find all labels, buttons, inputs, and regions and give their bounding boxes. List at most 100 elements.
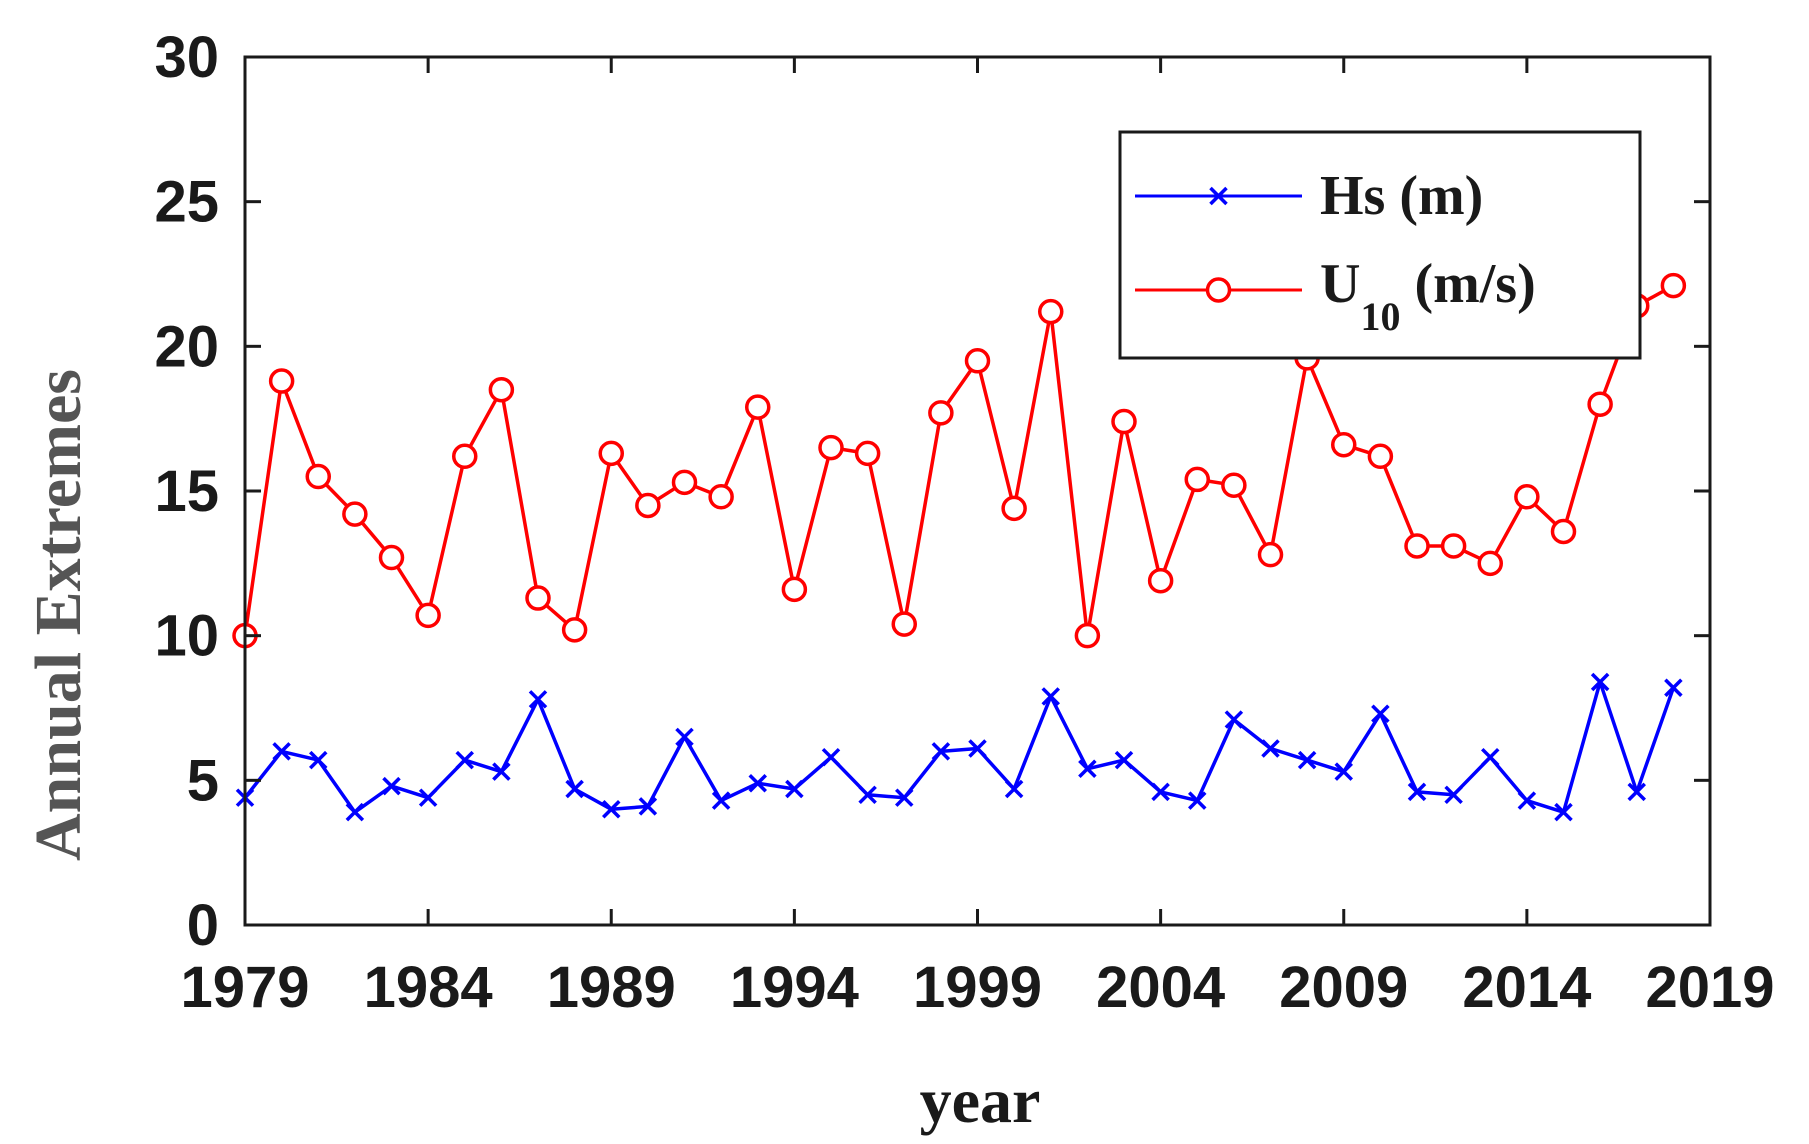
u10-point bbox=[415, 602, 441, 629]
hs-point bbox=[1371, 704, 1390, 724]
series-hs bbox=[235, 672, 1683, 822]
u10-point bbox=[1074, 622, 1101, 649]
hs-point bbox=[748, 773, 767, 793]
y-tick-label: 5 bbox=[187, 748, 219, 813]
hs-point-stroke-b bbox=[602, 800, 621, 819]
hs-point-stroke-b bbox=[1261, 739, 1280, 758]
y-tick-label: 10 bbox=[154, 604, 219, 669]
hs-point-stroke-b bbox=[1334, 762, 1353, 781]
hs-point-stroke-b bbox=[345, 802, 365, 822]
hs-point-stroke-b bbox=[492, 762, 511, 781]
x-tick-label: 1989 bbox=[547, 955, 676, 1020]
x-tick-label: 2009 bbox=[1279, 955, 1408, 1020]
hs-point bbox=[1188, 791, 1207, 810]
legend-label-u10-unit: (m/s) bbox=[1414, 253, 1535, 315]
hs-point-stroke-b bbox=[1224, 710, 1244, 729]
hs-point-stroke-b bbox=[821, 747, 841, 767]
u10-point bbox=[1440, 533, 1467, 559]
hs-point bbox=[1407, 782, 1427, 802]
y-tick-label: 20 bbox=[154, 314, 219, 379]
hs-point-stroke-b bbox=[1151, 782, 1170, 802]
hs-point-stroke-b bbox=[675, 727, 694, 747]
hs-point bbox=[1041, 687, 1060, 706]
x-tick-label: 1979 bbox=[180, 955, 309, 1020]
hs-point bbox=[1334, 762, 1353, 781]
hs-point-stroke-b bbox=[748, 773, 767, 793]
legend-label-u10: U10 (m/s) bbox=[1320, 253, 1536, 339]
u10-point bbox=[1184, 466, 1210, 493]
u10-point bbox=[1367, 443, 1394, 470]
x-tick-label: 1999 bbox=[913, 955, 1042, 1020]
hs-point bbox=[382, 776, 401, 796]
hs-point bbox=[1078, 759, 1097, 778]
hs-point bbox=[528, 690, 548, 709]
hs-point bbox=[1151, 782, 1170, 802]
hs-point bbox=[272, 742, 291, 761]
hs-point-stroke-b bbox=[1297, 750, 1317, 770]
hs-point bbox=[345, 802, 365, 822]
hs-point-stroke-b bbox=[1627, 782, 1646, 802]
hs-point-stroke-b bbox=[1371, 704, 1390, 724]
legend-marker-hs-shape-stroke-b bbox=[1209, 186, 1228, 206]
u10-point bbox=[1514, 484, 1540, 510]
u10-point bbox=[1660, 272, 1687, 299]
hs-point bbox=[492, 762, 511, 781]
legend-marker-hs bbox=[1209, 186, 1228, 206]
hs-point bbox=[1627, 782, 1646, 802]
hs-point-stroke-b bbox=[1407, 782, 1427, 802]
u10-point bbox=[1477, 550, 1503, 577]
hs-point bbox=[602, 800, 621, 819]
u10-point bbox=[598, 440, 624, 467]
legend-marker-hs-shape bbox=[1209, 186, 1228, 206]
x-tick-label: 1984 bbox=[364, 955, 493, 1020]
hs-point bbox=[675, 727, 694, 747]
hs-point-stroke-b bbox=[711, 791, 731, 810]
legend-box bbox=[1118, 130, 1642, 360]
legend-entry-hs: Hs (m) bbox=[1135, 165, 1483, 227]
hs-point bbox=[638, 797, 658, 816]
u10-point bbox=[268, 368, 295, 394]
y-tick-label: 25 bbox=[154, 170, 219, 235]
u10-point bbox=[305, 463, 331, 490]
u10-point bbox=[378, 544, 405, 571]
legend-marker-u10-shape bbox=[1205, 277, 1232, 303]
u10-point bbox=[818, 434, 844, 461]
u10-point bbox=[635, 492, 661, 519]
legend-entry-u10: U10 (m/s) bbox=[1135, 253, 1536, 339]
hs-point bbox=[968, 739, 987, 758]
hs-point-stroke-b bbox=[528, 690, 548, 709]
axes-layer: 0 5 10 15 20 25 30 1979 1984 1989 1994 1999 2004 2009… bbox=[154, 25, 1774, 1020]
hs-point bbox=[895, 788, 914, 807]
plot-marks bbox=[232, 272, 1687, 822]
hs-point-stroke-b bbox=[455, 750, 474, 770]
hs-point bbox=[1481, 747, 1500, 767]
hs-point bbox=[418, 788, 438, 807]
series-u10 bbox=[232, 272, 1687, 649]
hs-point-stroke-b bbox=[1481, 747, 1500, 767]
hs-point bbox=[1297, 750, 1317, 770]
u10-point bbox=[1550, 518, 1577, 545]
hs-point bbox=[785, 779, 804, 799]
y-tick-label: 15 bbox=[154, 459, 219, 524]
hs-point-stroke-b bbox=[1554, 802, 1573, 822]
hs-point-stroke-b bbox=[785, 779, 804, 799]
u10-point bbox=[1038, 298, 1064, 325]
hs-point bbox=[1590, 672, 1610, 692]
legend-label-hs: Hs (m) bbox=[1320, 165, 1483, 227]
hs-point-stroke-b bbox=[1004, 779, 1024, 799]
hs-point bbox=[1114, 750, 1134, 770]
u10-point bbox=[1147, 567, 1174, 594]
hs-line bbox=[243, 680, 1676, 814]
u10-point bbox=[964, 348, 991, 374]
u10-point bbox=[452, 443, 478, 470]
y-tick-label: 0 bbox=[187, 893, 219, 958]
hs-point bbox=[1554, 802, 1573, 822]
hs-point bbox=[1517, 791, 1537, 810]
u10-point bbox=[708, 484, 734, 510]
hs-point bbox=[931, 742, 951, 761]
u10-point bbox=[561, 617, 588, 643]
u10-point bbox=[671, 469, 698, 496]
x-tick-label: 2014 bbox=[1462, 955, 1591, 1020]
legend-label-u10-sub: 10 bbox=[1360, 294, 1400, 339]
